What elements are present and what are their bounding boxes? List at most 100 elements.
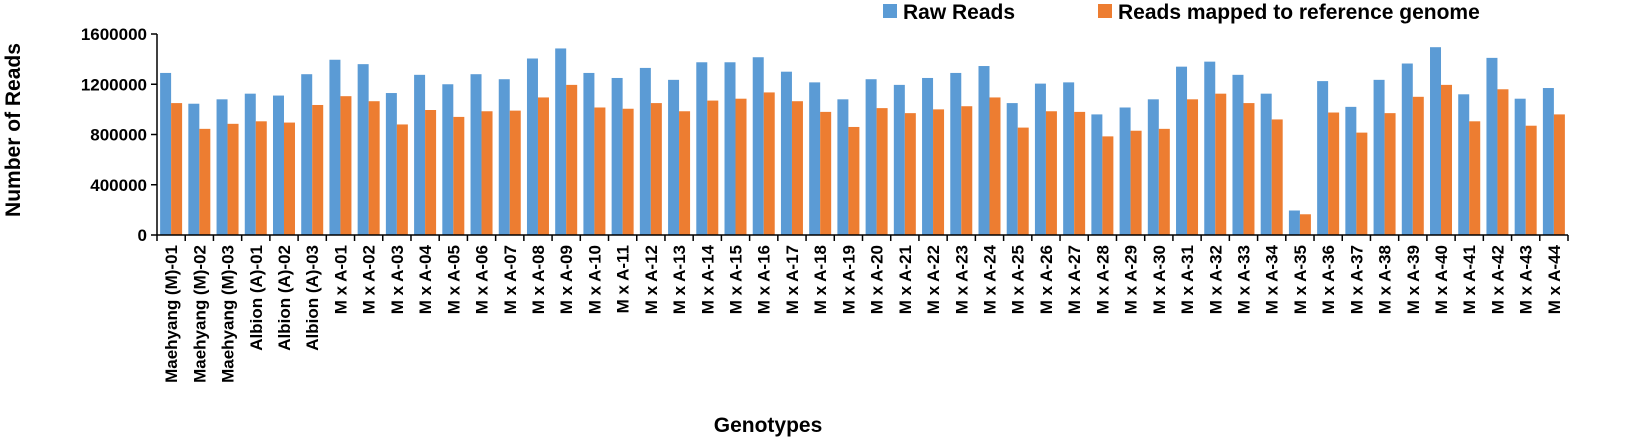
x-tick-label: M x A-03	[388, 245, 407, 314]
x-axis-title: Genotypes	[714, 414, 823, 437]
bar-mapped-22	[763, 92, 775, 235]
x-tick-label: Maehyang (M)-03	[219, 245, 238, 383]
x-tick-label: M x A-24	[980, 244, 999, 314]
bar-mapped-24	[820, 111, 832, 235]
x-tick-label: M x A-17	[783, 245, 802, 314]
legend-swatch-mapped-reads	[1098, 4, 1112, 18]
bar-raw-8	[357, 64, 369, 236]
bar-raw-25	[837, 99, 849, 235]
bar-mapped-36	[1158, 128, 1170, 235]
bar-mapped-48	[1497, 89, 1509, 235]
x-tick-label: M x A-22	[924, 245, 943, 314]
x-tick-label: M x A-11	[614, 245, 633, 313]
x-tick-label: M x A-02	[360, 245, 379, 314]
y-tick-label: 1600000	[81, 25, 147, 44]
bar-raw-37	[1176, 66, 1188, 235]
x-tick-label: Albion (A)-02	[275, 245, 294, 351]
bar-raw-27	[893, 84, 905, 235]
bar-raw-43	[1345, 106, 1357, 235]
x-tick-label: M x A-28	[1093, 245, 1112, 314]
bar-raw-47	[1458, 94, 1470, 235]
x-tick-label: M x A-33	[1234, 245, 1253, 314]
bar-raw-21	[724, 62, 736, 235]
bar-mapped-1	[171, 103, 183, 235]
bar-raw-9	[385, 93, 397, 235]
x-tick-label: M x A-27	[1065, 245, 1084, 314]
y-tick-label: 800000	[90, 126, 147, 145]
bar-raw-5	[272, 95, 284, 235]
bar-mapped-46	[1441, 84, 1453, 235]
bar-mapped-2	[199, 128, 211, 235]
bar-raw-45	[1401, 63, 1413, 235]
bar-mapped-21	[735, 98, 747, 235]
bar-mapped-44	[1384, 113, 1396, 235]
bar-raw-48	[1486, 57, 1498, 236]
bar-mapped-13	[509, 110, 521, 235]
bar-raw-29	[950, 72, 962, 235]
x-tick-label: M x A-20	[868, 245, 887, 314]
bar-raw-14	[526, 58, 538, 235]
bar-raw-26	[865, 79, 877, 235]
x-tick-label: M x A-16	[755, 245, 774, 314]
y-tick-label: 1200000	[81, 75, 147, 94]
bar-raw-36	[1147, 99, 1159, 235]
bar-mapped-32	[1045, 111, 1057, 235]
x-tick-label: M x A-41	[1460, 245, 1479, 314]
bar-raw-1	[160, 72, 172, 235]
bar-raw-10	[414, 74, 426, 235]
bar-mapped-34	[1102, 136, 1114, 235]
bar-raw-50	[1542, 88, 1554, 236]
bar-raw-3	[216, 99, 228, 235]
bar-raw-15	[555, 48, 567, 236]
x-tick-label: M x A-32	[1206, 245, 1225, 314]
x-tick-label: M x A-10	[585, 245, 604, 314]
x-tick-label: M x A-30	[1150, 245, 1169, 314]
bar-mapped-17	[622, 108, 634, 235]
x-tick-label: M x A-38	[1376, 245, 1395, 314]
x-tick-label: Albion (A)-03	[303, 245, 322, 351]
x-tick-label: Maehyang (M)-01	[162, 245, 181, 383]
y-axis-title: Number of Reads	[2, 43, 25, 217]
x-tick-label: M x A-19	[839, 245, 858, 314]
x-tick-label: M x A-14	[698, 244, 717, 314]
bar-raw-22	[752, 57, 764, 235]
x-tick-label: M x A-39	[1404, 245, 1423, 314]
x-tick-label: M x A-42	[1488, 245, 1507, 314]
bar-mapped-49	[1525, 125, 1537, 235]
y-ticks-group: 0 400000 800000 1200000 1600000	[81, 25, 157, 245]
bar-raw-35	[1119, 107, 1131, 235]
x-tick-label: M x A-06	[473, 245, 492, 314]
bar-mapped-35	[1130, 130, 1142, 235]
bar-raw-41	[1288, 210, 1300, 235]
bar-raw-7	[329, 59, 341, 235]
x-tick-label: Maehyang (M)-02	[190, 245, 209, 383]
x-tick-label: M x A-26	[1037, 245, 1056, 314]
x-tick-label: M x A-12	[642, 245, 661, 314]
legend-swatch-raw-reads	[883, 4, 897, 18]
x-tick-label: M x A-44	[1545, 244, 1564, 314]
x-ticks-group: Maehyang (M)-01 Maehyang (M)-02 Maehyang (…	[156, 235, 1569, 383]
bar-mapped-37	[1187, 99, 1199, 235]
bar-raw-18	[639, 67, 651, 235]
bar-raw-20	[696, 62, 708, 235]
x-tick-label: M x A-34	[1263, 244, 1282, 314]
bar-raw-16	[583, 72, 595, 235]
x-tick-label: M x A-04	[416, 244, 435, 314]
x-tick-label: M x A-01	[331, 245, 350, 314]
x-tick-label: M x A-37	[1347, 245, 1366, 314]
legend: Raw Reads Reads mapped to reference geno…	[883, 1, 1480, 24]
bar-mapped-45	[1412, 96, 1424, 235]
bar-raw-32	[1034, 83, 1046, 236]
x-tick-label: M x A-29	[1122, 245, 1141, 314]
bar-raw-46	[1430, 47, 1442, 235]
bar-raw-13	[498, 79, 510, 235]
bar-mapped-50	[1553, 114, 1565, 235]
x-tick-label: M x A-18	[811, 245, 830, 314]
bar-raw-31	[1006, 103, 1018, 235]
y-tick-label: 0	[138, 226, 147, 245]
bar-raw-19	[668, 79, 680, 235]
x-tick-label: Albion (A)-01	[247, 245, 266, 351]
bar-mapped-12	[481, 111, 493, 235]
bar-mapped-40	[1271, 119, 1283, 235]
x-tick-label: M x A-23	[952, 245, 971, 314]
